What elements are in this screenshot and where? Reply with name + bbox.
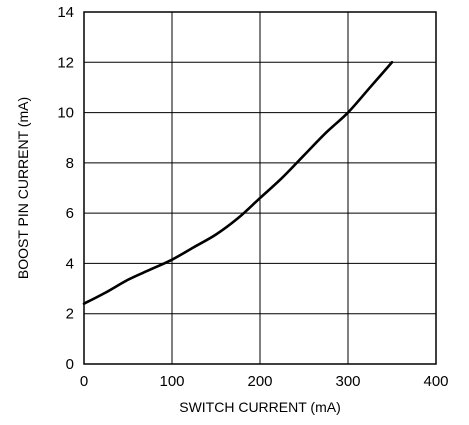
y-tick-label: 14	[57, 4, 74, 21]
series-line-0	[82, 60, 394, 305]
y-tick-label: 0	[66, 356, 74, 373]
x-tick-labels: 0 100 200 300 400	[80, 373, 449, 390]
x-tick-label: 400	[423, 373, 448, 390]
x-tick-label: 200	[247, 373, 272, 390]
y-tick-label: 10	[57, 105, 74, 122]
y-tick-label: 4	[66, 255, 74, 272]
y-tick-label: 12	[57, 54, 74, 71]
y-axis-label: BOOST PIN CURRENT (mA)	[15, 97, 31, 279]
y-tick-label: 8	[66, 155, 74, 172]
plot-frame	[83, 11, 437, 365]
x-tick-label: 0	[80, 373, 88, 390]
grid-lines	[84, 12, 436, 364]
x-tick-label: 100	[159, 373, 184, 390]
x-tick-label: 300	[335, 373, 360, 390]
x-axis-label: SWITCH CURRENT (mA)	[179, 399, 341, 415]
y-tick-label: 2	[66, 306, 74, 323]
y-tick-label: 6	[66, 205, 74, 222]
y-tick-labels: 0 2 4 6 8 10 12 14	[57, 4, 74, 373]
series-curve-group	[82, 60, 394, 305]
